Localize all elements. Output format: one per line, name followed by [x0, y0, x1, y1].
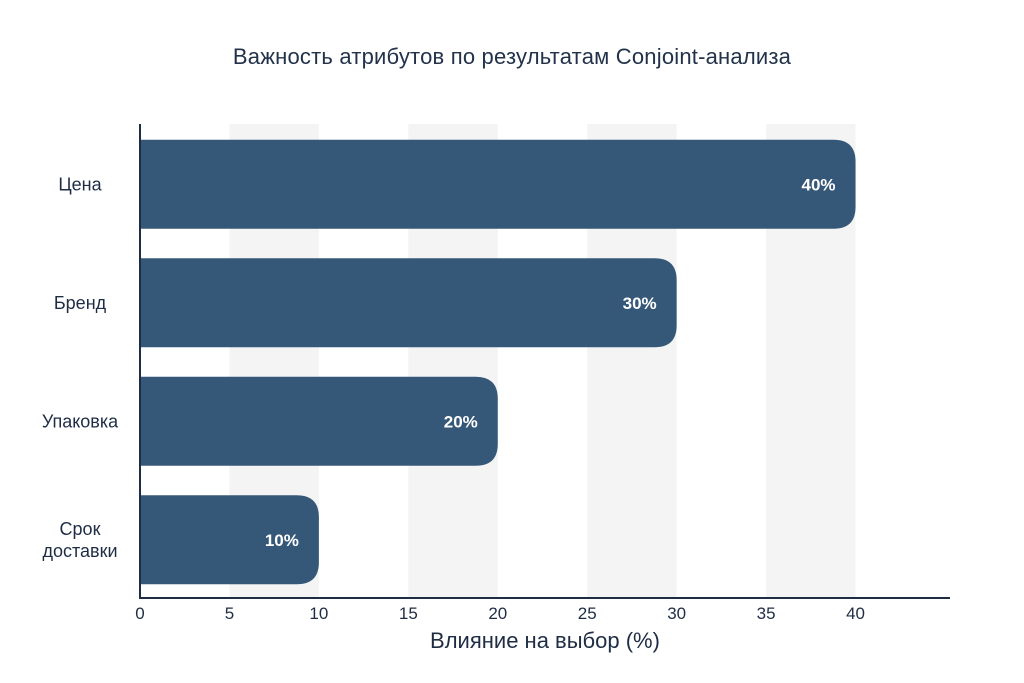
- bar-value-label: 30%: [623, 294, 657, 313]
- bar: [140, 495, 319, 585]
- bar-value-labels: 40% 30% 20% 10%: [265, 175, 836, 550]
- x-tick-label: 30: [667, 604, 686, 623]
- x-tick-labels: 0 5 10 15 20 25 30 35 40: [135, 604, 865, 623]
- axes: [139, 124, 950, 599]
- category-label: Упаковка: [42, 411, 119, 431]
- x-tick-label: 5: [225, 604, 234, 623]
- bar: [140, 258, 677, 348]
- bar: [140, 139, 856, 229]
- x-tick-label: 35: [757, 604, 776, 623]
- category-label: Бренд: [54, 293, 107, 313]
- x-tick-label: 20: [488, 604, 507, 623]
- bar-value-label: 20%: [444, 412, 478, 431]
- x-axis-title: Влияние на выбор (%): [430, 628, 660, 653]
- category-label: Срок доставки: [42, 519, 117, 561]
- category-labels: Цена Бренд Упаковка Срок доставки: [42, 174, 119, 561]
- category-label: Цена: [58, 174, 102, 194]
- x-tick-label: 0: [135, 604, 144, 623]
- x-tick-label: 25: [578, 604, 597, 623]
- bars: [140, 139, 856, 585]
- bar-value-label: 10%: [265, 531, 299, 550]
- bar-value-label: 40%: [802, 175, 836, 194]
- x-tick-label: 15: [399, 604, 418, 623]
- x-tick-label: 10: [309, 604, 328, 623]
- bar: [140, 376, 498, 466]
- x-tick-label: 40: [846, 604, 865, 623]
- chart-title: Важность атрибутов по результатам Conjoi…: [232, 44, 792, 69]
